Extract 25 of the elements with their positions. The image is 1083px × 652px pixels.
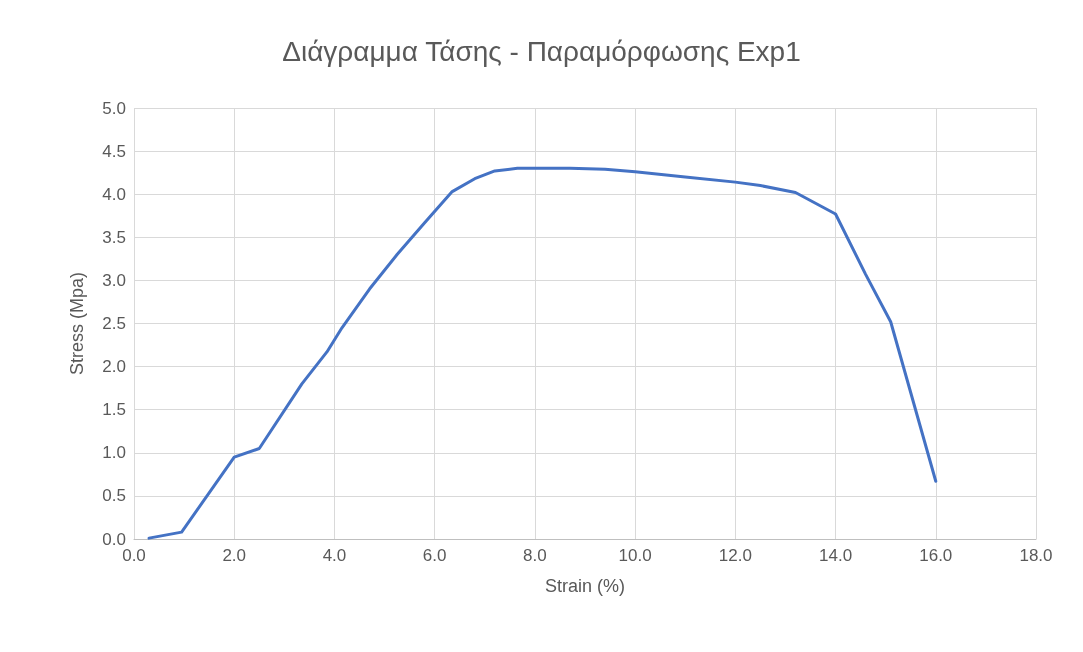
x-tick-label: 2.0 <box>222 546 247 565</box>
line-series <box>147 166 938 540</box>
x-tick-label: 10.0 <box>618 546 652 565</box>
y-tick-label: 4.0 <box>102 184 126 204</box>
y-tick-label: 1.5 <box>102 400 126 420</box>
y-tick-label: 3.5 <box>102 227 126 247</box>
y-tick-label: 5.0 <box>102 98 126 118</box>
x-tick-label: 14.0 <box>819 546 853 565</box>
y-tick-label: 1.0 <box>102 443 126 463</box>
y-axis-title: Stress (Mpa) <box>67 271 87 376</box>
y-tick-label: 2.5 <box>102 314 126 333</box>
y-tick-label: 0.5 <box>102 486 126 506</box>
y-tick-label: 3.0 <box>102 270 126 290</box>
x-tick-label: 12.0 <box>718 546 752 565</box>
y-tick-label: 0.0 <box>102 529 126 549</box>
y-tick-label: 4.5 <box>102 141 126 161</box>
x-tick-label: 6.0 <box>422 546 447 565</box>
x-tick-label: 16.0 <box>919 546 953 565</box>
x-tick-label: 0.0 <box>122 546 146 565</box>
x-axis-title: Strain (%) <box>544 576 626 596</box>
chart-title: Διάγραμμα Τάσης - Παραμόρφωσης Exp1 <box>282 35 801 67</box>
y-tick-label: 2.0 <box>102 357 126 377</box>
x-tick-label: 4.0 <box>322 546 347 565</box>
x-tick-label: 18.0 <box>1019 546 1053 565</box>
x-tick-label: 8.0 <box>523 546 547 565</box>
